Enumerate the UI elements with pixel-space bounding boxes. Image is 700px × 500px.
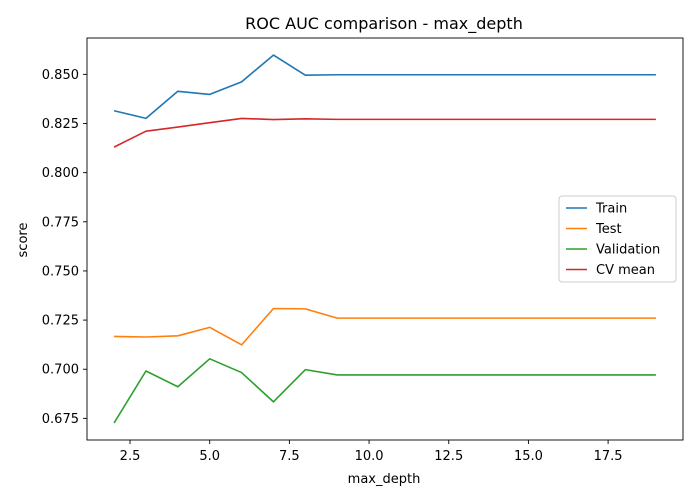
chart-title: ROC AUC comparison - max_depth [245,14,523,34]
x-tick-label: 5.0 [199,449,220,464]
axes-frame [86,37,684,441]
series-line-train [113,54,656,120]
y-axis-label: score [16,223,31,258]
y-tick-label: 0.675 [42,412,79,427]
x-axis-label: max_depth [348,472,421,487]
y-tick-label: 0.700 [42,363,79,378]
legend-box [558,195,677,283]
y-tick-label: 0.775 [42,215,79,230]
y-tick-label: 0.800 [42,166,79,181]
y-tick-label: 0.750 [42,264,79,279]
x-tick-label: 7.5 [279,449,300,464]
x-tick-label: 12.5 [434,449,463,464]
legend-label: Validation [596,243,660,258]
y-tick-label: 0.725 [42,314,79,329]
x-tick-label: 15.0 [514,449,543,464]
plot-area [86,37,684,441]
series-line-test [114,307,656,346]
legend-label: Train [595,202,627,217]
x-tick-label: 17.5 [594,449,623,464]
legend: Train Test Validation CV mean [558,195,677,283]
axis-ticks: 2.5 5.0 7.5 10.0 12.5 15.0 17.5 0.675 0.700 0.725… [42,68,623,464]
x-tick-label: 2.5 [120,449,141,464]
y-tick-label: 0.825 [42,117,79,132]
x-tick-label: 10.0 [355,449,384,464]
y-tick-label: 0.850 [42,68,79,83]
legend-label: CV mean [596,263,655,278]
series-line-validation [113,358,656,424]
legend-label: Test [595,222,622,237]
series-line-cv-mean [113,117,656,148]
